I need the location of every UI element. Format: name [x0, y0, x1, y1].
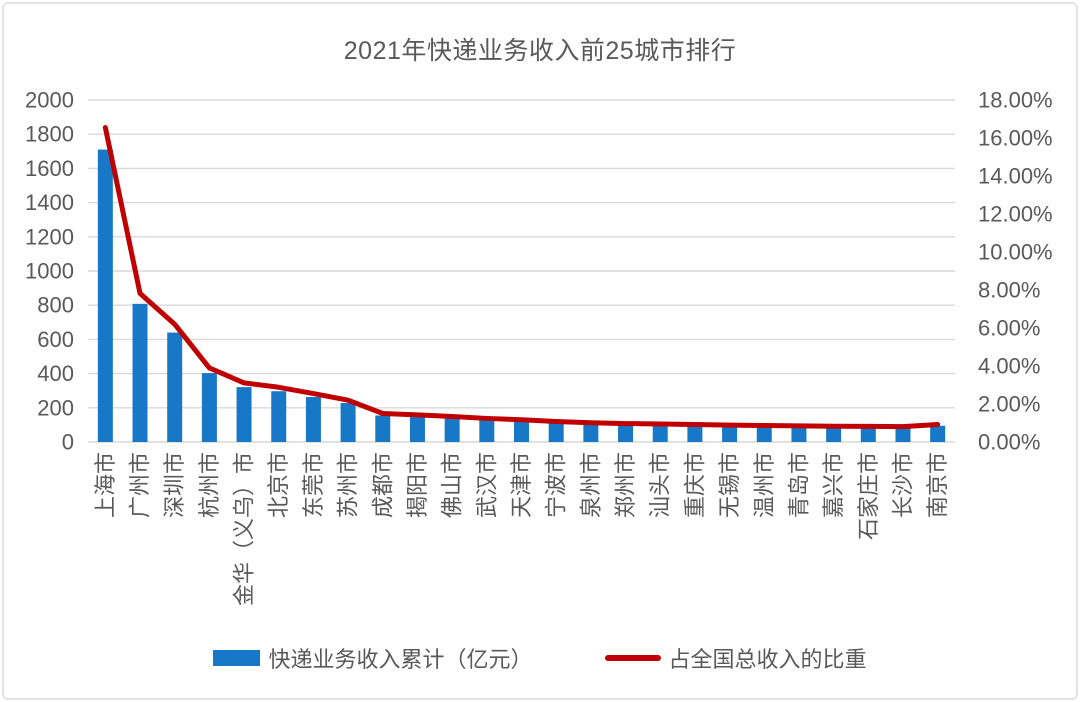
- legend-bar-swatch: [213, 650, 261, 666]
- x-axis-label: 郑州市: [613, 452, 638, 518]
- revenue-bar: [826, 427, 842, 442]
- revenue-bar: [652, 425, 668, 442]
- x-axis-label: 温州市: [752, 452, 777, 518]
- x-axis-label: 上海市: [93, 452, 118, 518]
- x-axis-label: 金华（义乌）市: [232, 452, 257, 606]
- revenue-bar: [409, 416, 425, 442]
- y-axis-tick-left: 1200: [25, 224, 74, 249]
- y-axis-tick-left: 1800: [25, 122, 74, 147]
- x-axis-label: 东莞市: [301, 452, 326, 518]
- x-axis-label: 揭阳市: [405, 452, 430, 518]
- revenue-bar: [860, 427, 876, 442]
- revenue-bar: [618, 424, 634, 442]
- revenue-bar: [271, 391, 287, 442]
- x-axis-label: 汕头市: [648, 452, 673, 518]
- y-axis-tick-right: 4.00%: [978, 354, 1040, 379]
- y-axis-tick-left: 600: [37, 327, 74, 352]
- revenue-bar: [375, 415, 391, 442]
- x-axis-label: 佛山市: [440, 452, 465, 518]
- y-axis-tick-right: 16.00%: [978, 126, 1053, 151]
- x-axis-label: 南京市: [925, 452, 950, 518]
- revenue-bar: [479, 420, 495, 442]
- y-axis-tick-right: 18.00%: [978, 88, 1053, 113]
- x-axis-label: 深圳市: [162, 452, 187, 518]
- y-axis-tick-right: 2.00%: [978, 392, 1040, 417]
- y-axis-tick-right: 0.00%: [978, 430, 1040, 455]
- revenue-bar: [756, 426, 772, 442]
- x-axis-label: 苏州市: [336, 452, 361, 518]
- y-axis-tick-right: 12.00%: [978, 202, 1053, 227]
- y-axis-tick-left: 1600: [25, 156, 74, 181]
- legend-item-revenue: 快递业务收入累计（亿元）: [213, 642, 533, 674]
- revenue-bar: [201, 373, 217, 442]
- revenue-bar: [97, 149, 113, 442]
- legend-item-share: 占全国总收入的比重: [604, 642, 867, 674]
- revenue-bar: [791, 427, 807, 442]
- revenue-bar: [930, 425, 946, 442]
- y-axis-tick-left: 200: [37, 395, 74, 420]
- revenue-bar: [514, 421, 529, 442]
- y-axis-tick-left: 1400: [25, 190, 74, 215]
- x-axis-label: 宁波市: [544, 452, 569, 518]
- revenue-bar: [132, 303, 148, 442]
- revenue-bar: [583, 424, 599, 442]
- y-axis-tick-right: 14.00%: [978, 164, 1053, 189]
- x-axis-label: 天津市: [509, 452, 534, 518]
- revenue-bar: [722, 426, 738, 442]
- x-axis-label: 泉州市: [578, 452, 603, 518]
- share-line: [102, 125, 941, 430]
- revenue-bar: [548, 422, 564, 442]
- x-axis-label: 青岛市: [786, 452, 811, 518]
- x-axis-label: 嘉兴市: [821, 452, 846, 518]
- chart-title: 2021年快递业务收入前25城市排行: [343, 37, 737, 65]
- revenue-bar: [340, 403, 356, 442]
- y-axis-tick-right: 10.00%: [978, 240, 1053, 265]
- legend-share-label: 占全国总收入的比重: [668, 647, 867, 672]
- y-axis-tick-right: 8.00%: [978, 278, 1040, 303]
- legend-line-swatch: [604, 655, 661, 661]
- x-axis-label: 无锡市: [717, 452, 742, 518]
- revenue-bar: [236, 387, 252, 442]
- legend: 快递业务收入累计（亿元） 占全国总收入的比重: [0, 642, 1080, 674]
- y-axis-tick-left: 2000: [25, 88, 74, 113]
- x-axis-label: 杭州市: [197, 452, 222, 518]
- y-axis-tick-left: 0: [62, 430, 74, 455]
- x-axis-label: 石家庄市: [856, 452, 881, 540]
- revenue-bar: [895, 427, 911, 442]
- x-axis-label: 北京市: [266, 452, 291, 518]
- y-axis-tick-right: 6.00%: [978, 316, 1040, 341]
- revenue-bar: [687, 425, 703, 442]
- revenue-bar: [444, 418, 460, 442]
- x-axis-label: 成都市: [370, 452, 395, 518]
- revenue-bar: [167, 332, 183, 442]
- x-axis-label: 重庆市: [682, 452, 707, 518]
- x-axis-label: 长沙市: [890, 452, 915, 518]
- y-axis-tick-left: 1000: [25, 259, 74, 284]
- x-axis-label: 武汉市: [474, 452, 499, 518]
- revenue-bar: [305, 397, 321, 442]
- x-axis-label: 广州市: [128, 452, 153, 518]
- y-axis-tick-left: 400: [37, 361, 74, 386]
- y-axis-tick-left: 800: [37, 293, 74, 318]
- legend-revenue-label: 快递业务收入累计（亿元）: [268, 647, 533, 672]
